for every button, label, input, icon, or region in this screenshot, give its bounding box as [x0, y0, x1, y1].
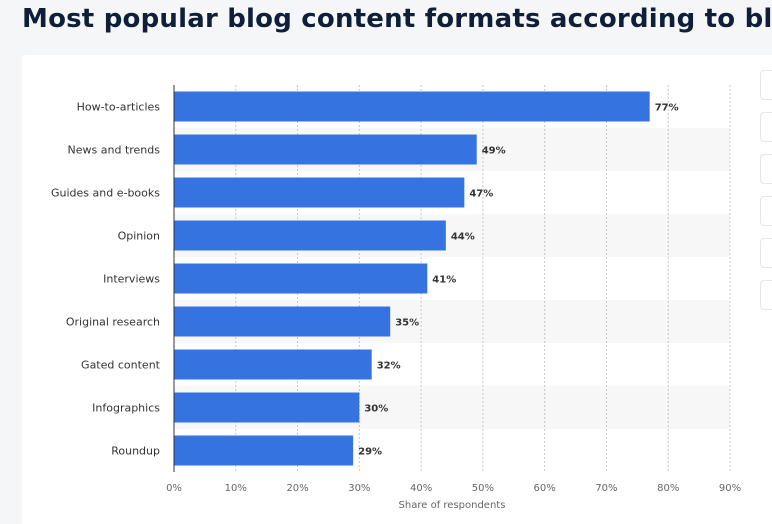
x-axis-title: Share of respondents: [399, 500, 506, 511]
value-label: 29%: [358, 447, 382, 458]
bars: [174, 91, 650, 466]
category-label: Original research: [66, 316, 160, 329]
x-tick-label: 0%: [166, 483, 182, 494]
bar[interactable]: [174, 134, 477, 165]
category-label: Infographics: [92, 402, 160, 415]
category-label: Opinion: [118, 230, 160, 243]
value-label: 32%: [377, 361, 401, 372]
cite-button[interactable]: [760, 238, 772, 268]
category-label: Roundup: [111, 445, 160, 458]
bar[interactable]: [174, 177, 465, 208]
value-labels: 77% 49% 47% 44% 41% 35% 32% 30% 29%: [358, 103, 678, 458]
bar[interactable]: [174, 392, 360, 423]
category-label: Interviews: [103, 273, 160, 286]
bar[interactable]: [174, 435, 354, 466]
x-tick-label: 80%: [657, 483, 679, 494]
category-label: How-to-articles: [77, 101, 161, 114]
download-button[interactable]: [760, 112, 772, 142]
x-tick-label: 60%: [534, 483, 556, 494]
x-tick-label: 10%: [225, 483, 247, 494]
x-tick-label: 90%: [719, 483, 741, 494]
bar[interactable]: [174, 263, 428, 294]
category-labels: How-to-articles News and trends Guides and…: [51, 101, 161, 458]
bar[interactable]: [174, 91, 650, 122]
share-button[interactable]: [760, 196, 772, 226]
category-label: Guides and e-books: [51, 187, 160, 200]
x-tick-label: 50%: [472, 483, 494, 494]
x-tick-label: 20%: [286, 483, 308, 494]
value-label: 49%: [482, 146, 506, 157]
x-tick-labels: 0% 10% 20% 30% 40% 50% 60% 70% 80% 90%: [166, 483, 741, 494]
bar[interactable]: [174, 349, 372, 380]
value-label: 41%: [432, 275, 456, 286]
category-label: Gated content: [81, 359, 161, 372]
value-label: 30%: [364, 404, 388, 415]
info-button[interactable]: [760, 280, 772, 310]
bar[interactable]: [174, 220, 446, 251]
value-label: 44%: [451, 232, 475, 243]
favorite-button[interactable]: [760, 70, 772, 100]
x-tick-label: 40%: [410, 483, 432, 494]
x-tick-label: 30%: [348, 483, 370, 494]
value-label: 77%: [655, 103, 679, 114]
value-label: 47%: [469, 189, 493, 200]
value-label: 35%: [395, 318, 419, 329]
bar[interactable]: [174, 306, 391, 337]
page-title: Most popular blog content formats accord…: [22, 4, 772, 34]
settings-button[interactable]: [760, 154, 772, 184]
x-tick-label: 70%: [595, 483, 617, 494]
category-label: News and trends: [68, 144, 161, 157]
